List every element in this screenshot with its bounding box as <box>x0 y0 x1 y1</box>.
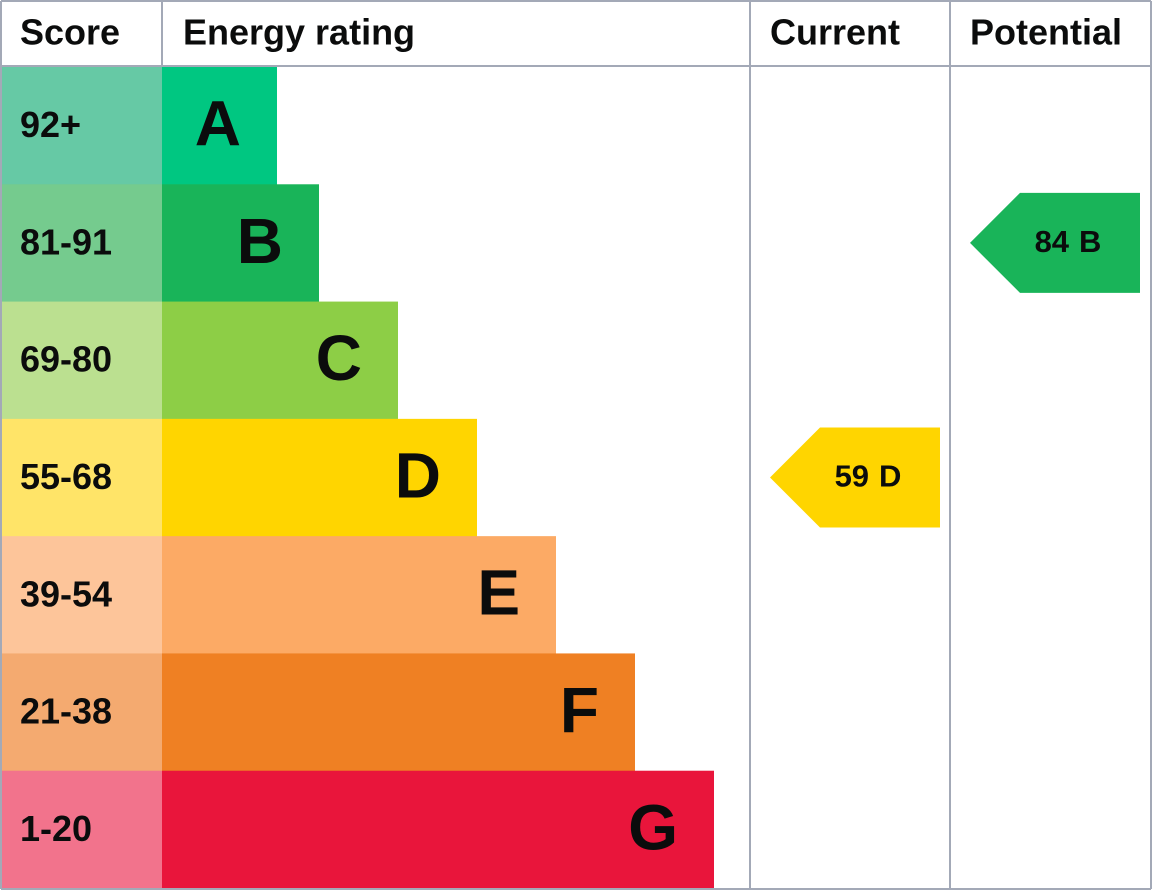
rating-letter: D <box>395 439 441 511</box>
score-cell <box>1 67 162 185</box>
current-label: 59 D <box>835 459 902 494</box>
rating-letter: C <box>316 322 362 394</box>
rating-letter: B <box>237 205 283 277</box>
potential-arrow <box>970 192 1140 293</box>
potential-score: 84 <box>1035 224 1070 259</box>
score-range: 39-54 <box>20 573 112 614</box>
score-range: 1-20 <box>20 808 92 849</box>
rating-bar <box>162 653 635 772</box>
rating-bar <box>162 67 277 185</box>
rating-letter: G <box>628 791 678 863</box>
header-score: Score <box>20 12 120 53</box>
current-score: 59 <box>835 459 869 494</box>
header-current: Current <box>770 12 900 53</box>
header-rating: Energy rating <box>183 12 415 53</box>
header-potential: Potential <box>970 12 1122 53</box>
rating-letter: E <box>477 557 520 629</box>
score-range: 81-91 <box>20 221 112 262</box>
score-cell <box>1 301 162 420</box>
score-range: 21-38 <box>20 691 112 732</box>
score-cell <box>1 418 162 537</box>
rating-bar <box>162 536 556 654</box>
score-cell <box>1 770 162 889</box>
rating-bar <box>162 770 714 889</box>
score-range: 55-68 <box>20 456 112 497</box>
score-cell <box>1 536 162 654</box>
rating-letter: A <box>195 88 241 160</box>
rating-bar <box>162 301 398 420</box>
score-range: 69-80 <box>20 339 112 380</box>
potential-rating: B <box>1079 224 1101 259</box>
current-arrow <box>770 427 940 528</box>
current-rating: D <box>879 459 901 494</box>
score-range: 92+ <box>20 104 81 145</box>
rating-bar <box>162 418 477 537</box>
potential-label: 84 B <box>1035 224 1102 259</box>
rating-letter: F <box>560 674 599 746</box>
rating-bar <box>162 184 319 303</box>
score-cell <box>1 184 162 303</box>
score-cell <box>1 653 162 772</box>
